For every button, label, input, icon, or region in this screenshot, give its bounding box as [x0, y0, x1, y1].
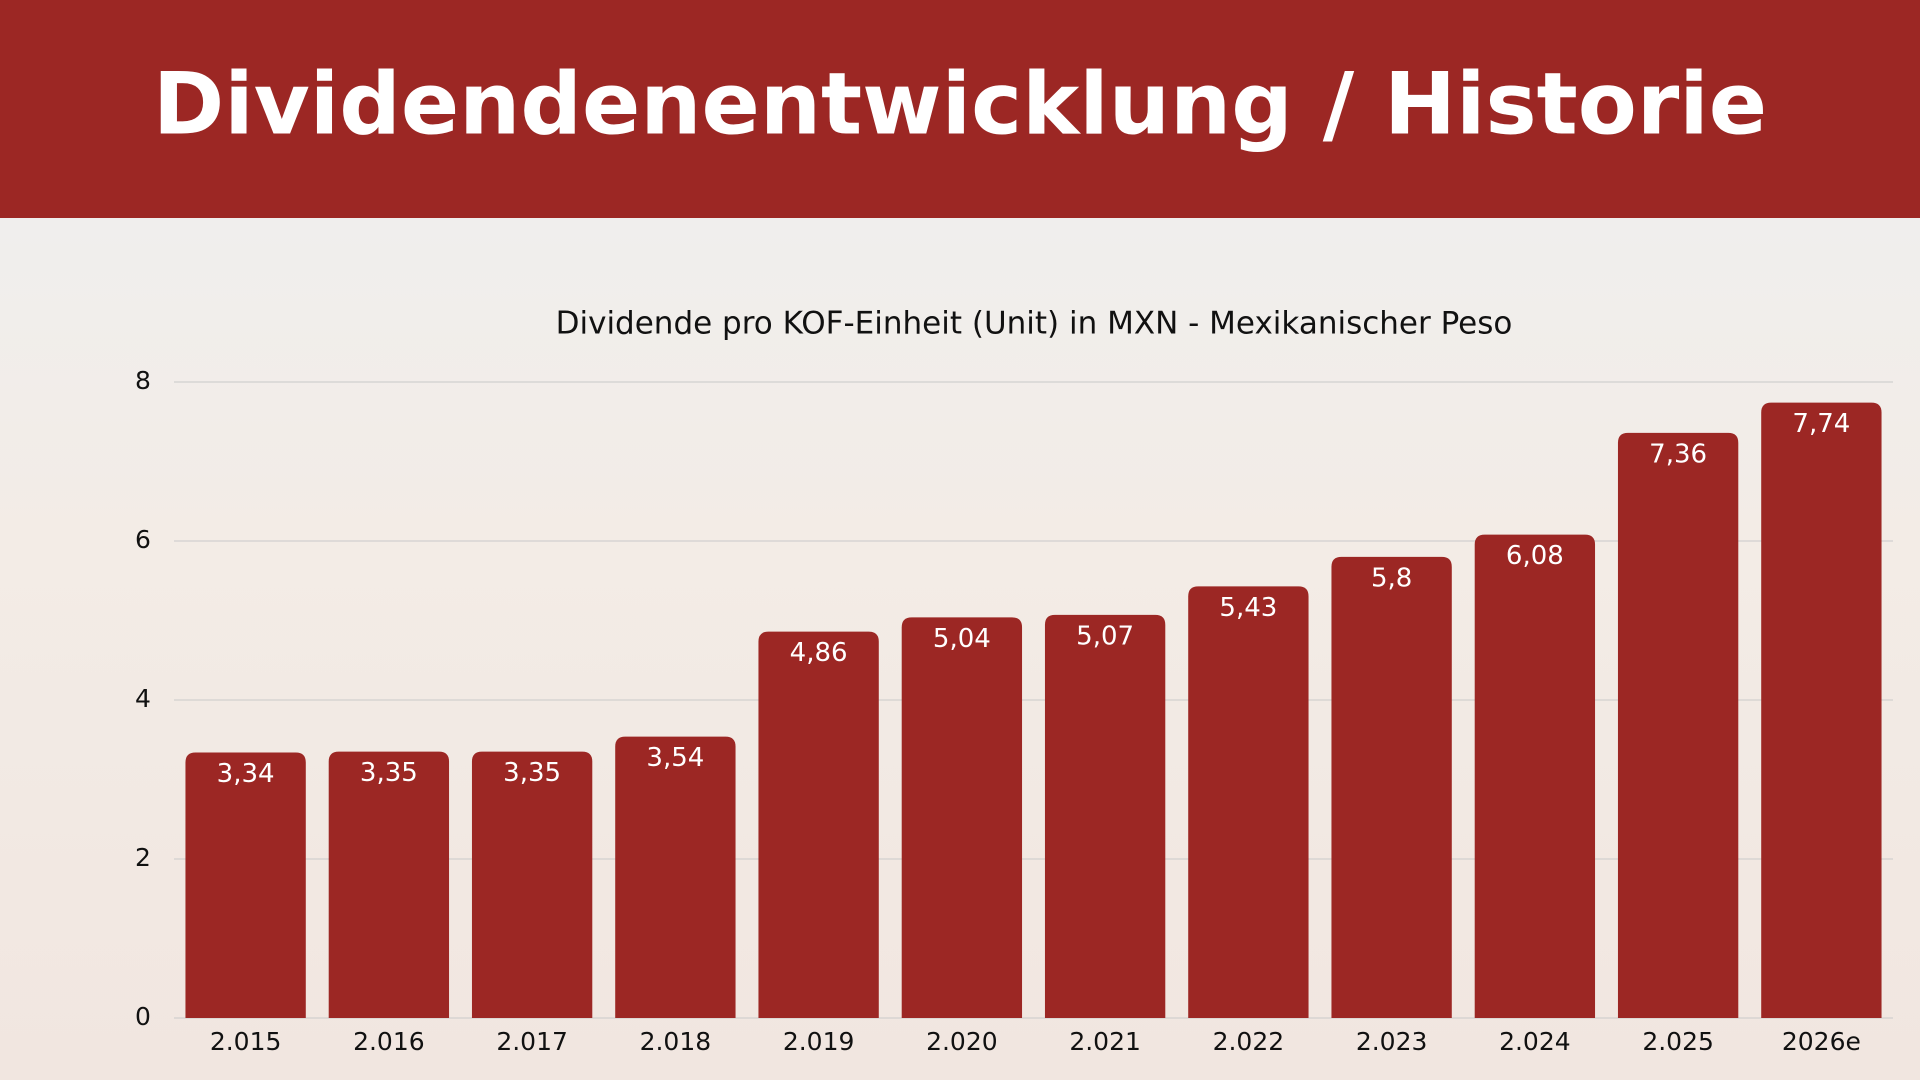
bar [901, 617, 1023, 1018]
value-label: 4,86 [790, 638, 848, 668]
x-tick-label: 2.022 [1213, 1027, 1285, 1056]
x-tick-label: 2.023 [1356, 1027, 1428, 1056]
x-tick-label: 2.016 [353, 1027, 425, 1056]
bar [1331, 556, 1452, 1018]
bar [328, 751, 450, 1018]
x-tick-label: 2026e [1782, 1027, 1861, 1056]
x-tick-label: 2.015 [210, 1027, 282, 1056]
value-label: 3,34 [217, 759, 275, 789]
x-tick-label: 2.021 [1069, 1027, 1141, 1056]
header-band [0, 0, 1920, 218]
chart-title: Dividende pro KOF-Einheit (Unit) in MXN … [556, 306, 1513, 342]
y-tick-label: 8 [135, 366, 151, 395]
x-tick-label: 2.025 [1642, 1027, 1714, 1056]
value-label: 5,04 [933, 624, 991, 654]
bar [758, 631, 879, 1018]
value-label: 5,43 [1219, 593, 1277, 623]
y-tick-label: 6 [135, 525, 151, 554]
value-label: 3,35 [360, 758, 418, 788]
value-label: 5,8 [1371, 563, 1412, 593]
x-tick-label: 2.018 [640, 1027, 712, 1056]
page-title: Dividendenentwicklung / Historie [153, 54, 1767, 154]
x-tick-label: 2.017 [496, 1027, 568, 1056]
bar [1761, 402, 1882, 1018]
value-label: 3,35 [503, 758, 561, 788]
x-tick-label: 2.024 [1499, 1027, 1571, 1056]
bar [1044, 614, 1166, 1018]
bar [471, 751, 593, 1018]
x-tick-label: 2.020 [926, 1027, 998, 1056]
bar [615, 736, 736, 1018]
value-label: 3,54 [646, 743, 704, 773]
value-label: 7,36 [1649, 439, 1707, 469]
y-tick-label: 2 [135, 843, 151, 872]
value-label: 7,74 [1792, 409, 1850, 439]
x-tick-label: 2.019 [783, 1027, 855, 1056]
bar [1617, 432, 1739, 1018]
y-tick-label: 0 [135, 1002, 151, 1031]
bar [185, 752, 306, 1018]
y-tick-label: 4 [135, 684, 151, 713]
value-label: 6,08 [1506, 541, 1564, 571]
value-label: 5,07 [1076, 621, 1134, 651]
bar [1188, 586, 1309, 1018]
bar [1474, 534, 1596, 1018]
